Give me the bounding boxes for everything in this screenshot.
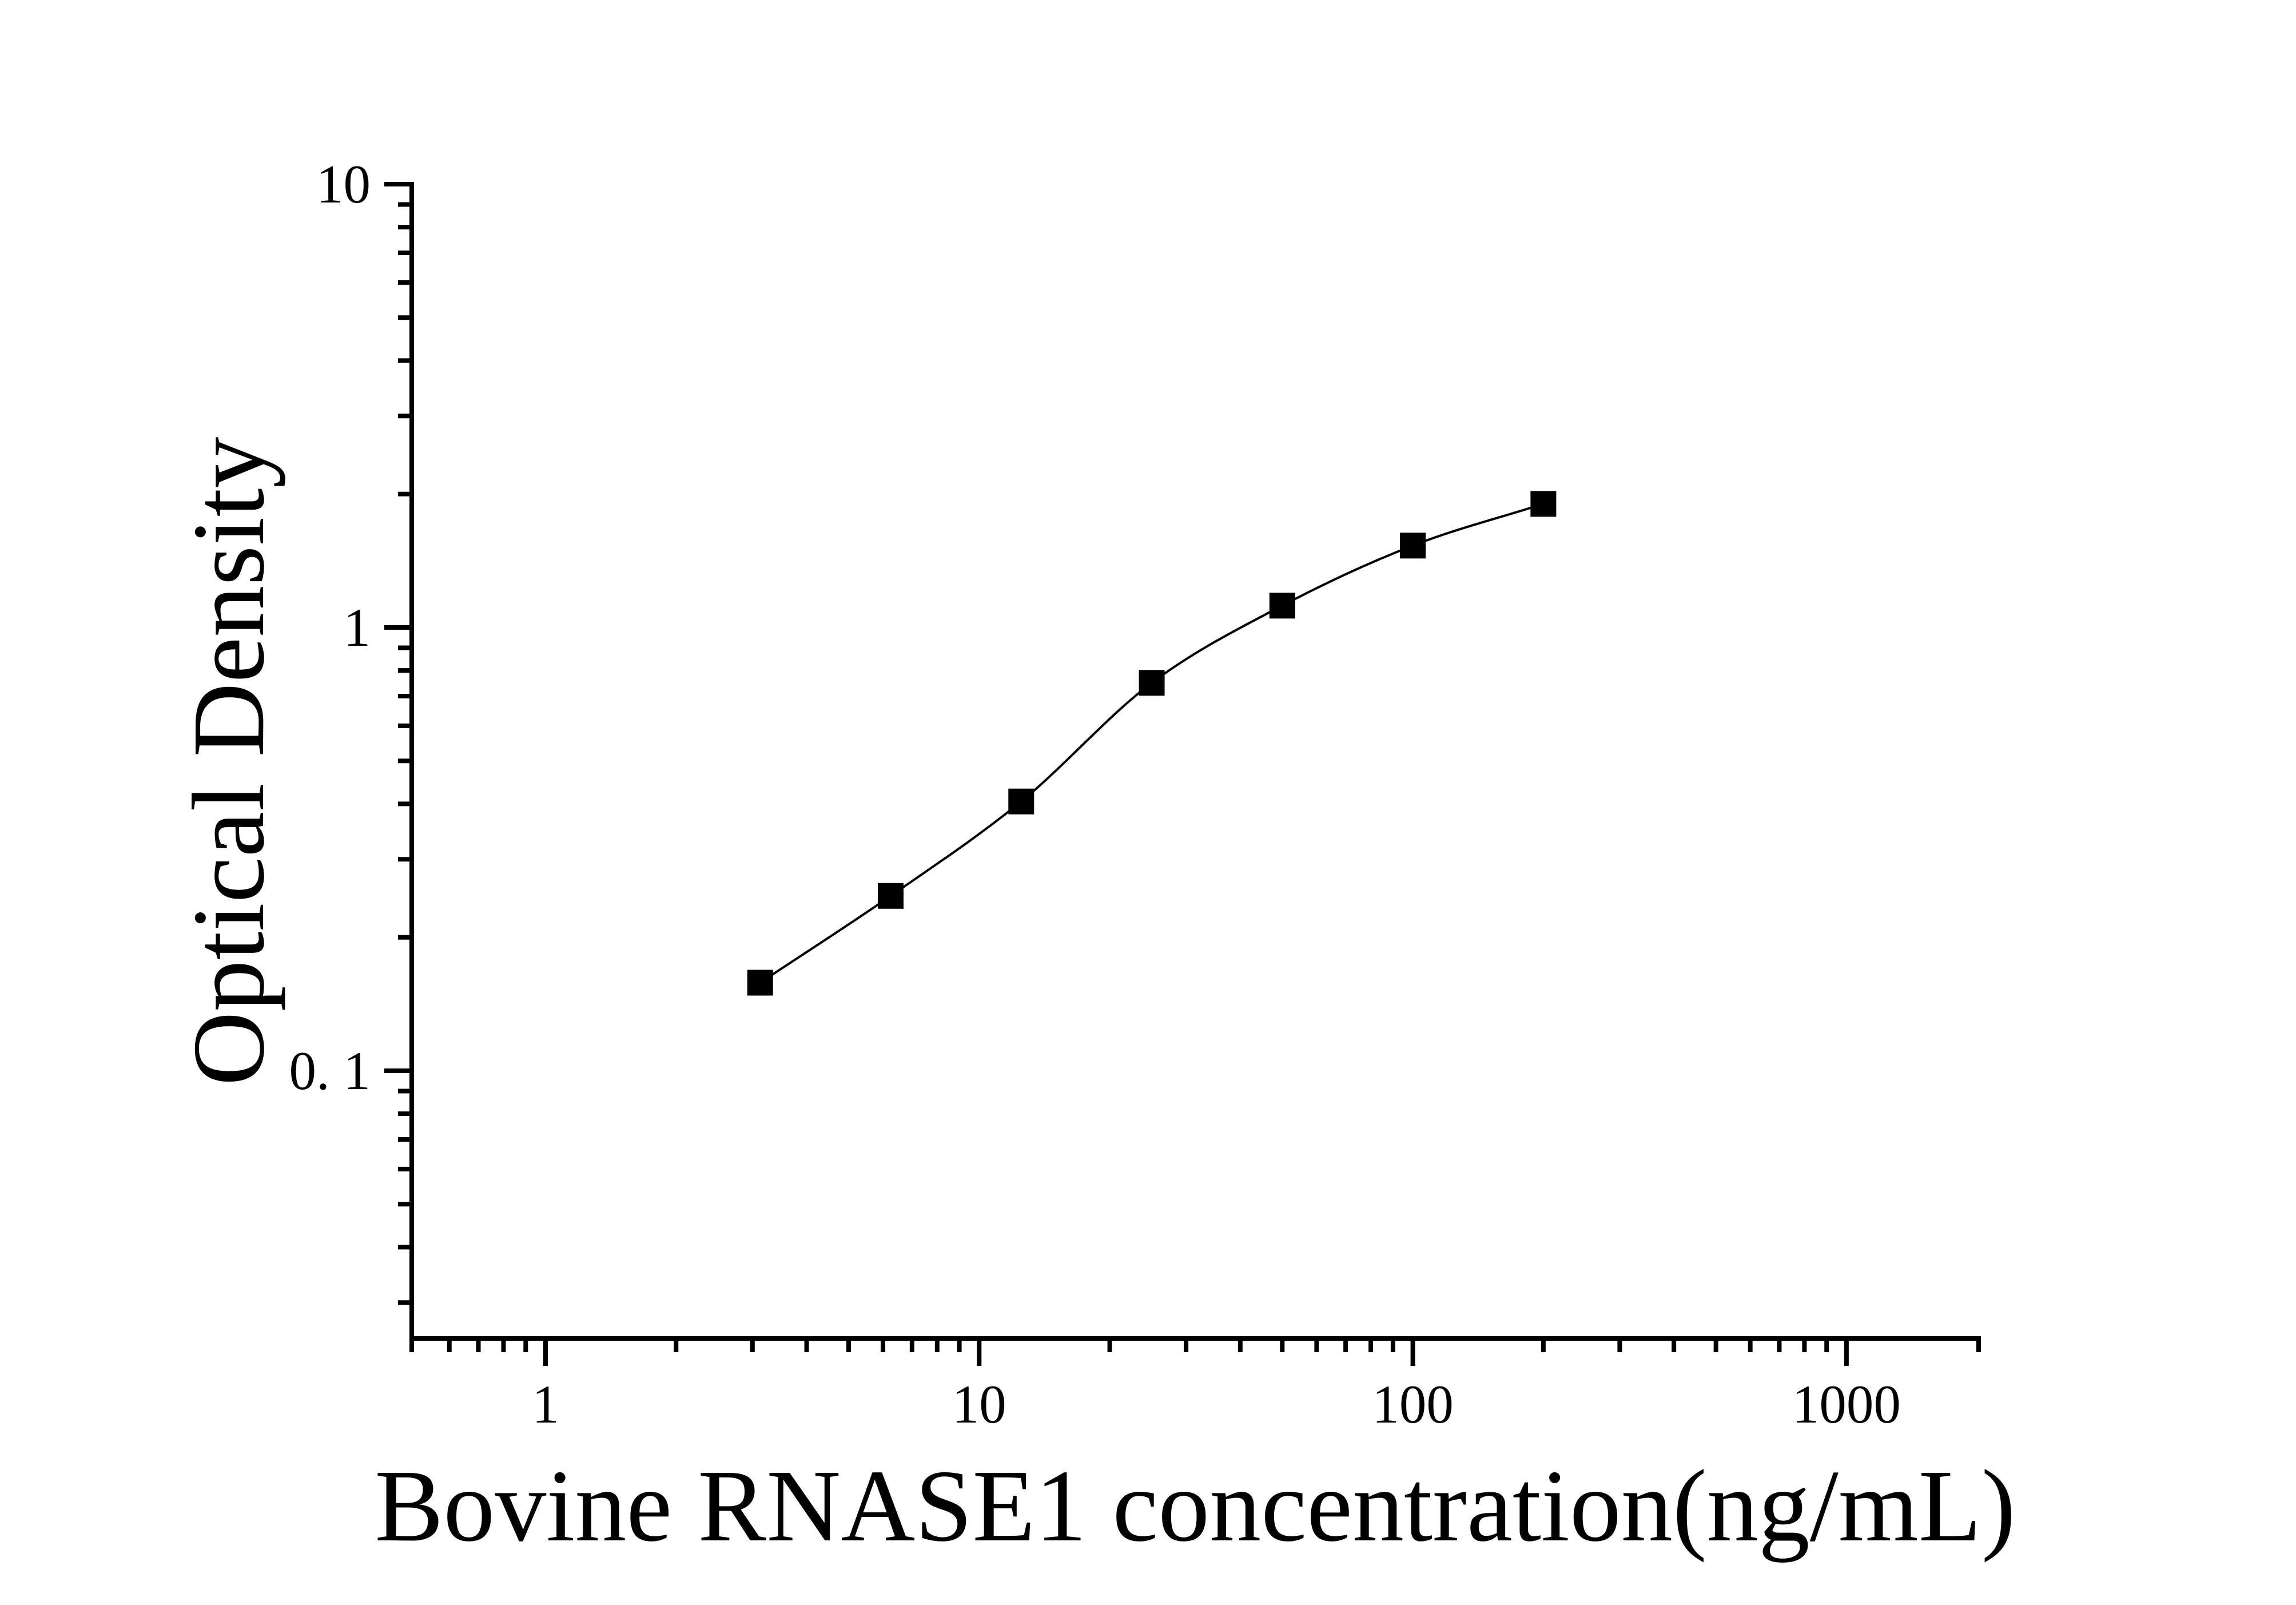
x-tick-label-1: 1 <box>532 1374 559 1435</box>
y-tick-label-1: 1 <box>344 597 371 658</box>
standard-curve-line <box>759 503 1544 984</box>
data-point-marker-12.5 <box>1008 788 1034 815</box>
y-tick-label-10: 10 <box>316 154 371 214</box>
data-point-marker-50 <box>1269 593 1295 619</box>
x-tick-label-10: 10 <box>952 1374 1006 1435</box>
x-tick-label-1000: 1000 <box>1792 1374 1901 1435</box>
y-axis-title: Optical Density <box>172 436 285 1086</box>
x-axis-title: Bovine RNASE1 concentration(ng/mL) <box>375 1449 2016 1563</box>
data-point-marker-25 <box>1139 670 1165 696</box>
data-point-marker-6.25 <box>878 883 904 909</box>
x-tick-label-100: 100 <box>1372 1374 1454 1435</box>
data-point-marker-200 <box>1530 491 1557 517</box>
data-point-marker-3.125 <box>747 970 773 996</box>
data-point-marker-100 <box>1400 533 1426 559</box>
y-tick-label-0.1: 0. 1 <box>289 1040 371 1101</box>
